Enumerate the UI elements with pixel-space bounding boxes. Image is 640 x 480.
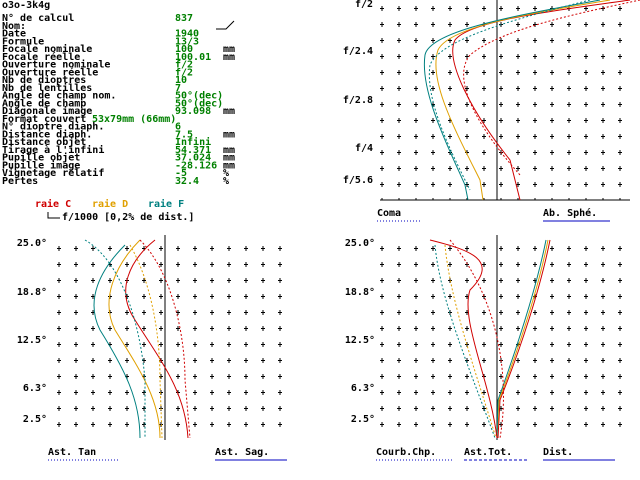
param-label: Ouverture nominale [2, 59, 110, 71]
param-value: 6 [175, 122, 181, 133]
grid [50, 235, 290, 435]
param-value: 50°(dec) [175, 91, 223, 102]
legend-scale: f/1000 [0,2% de dist.] [62, 211, 194, 223]
param-label: Angle de champ [2, 98, 86, 109]
param-value: 53x79mm (66mm) [92, 114, 176, 125]
plot-label: Dist. [543, 446, 573, 458]
param-label: Distance diaph. [2, 128, 92, 140]
param-value: -28.126 [175, 160, 217, 171]
param-value: 50°(dec) [175, 98, 223, 109]
tick-label: 6.3° [351, 383, 375, 394]
coma-curves [423, 0, 640, 201]
legend-f: raie F [148, 198, 184, 210]
param-unit: % [223, 176, 229, 187]
param-label: N° dioptre diaph. [2, 121, 104, 133]
window-title: o3o-3k4g [2, 0, 50, 11]
param-unit: % [223, 168, 229, 179]
param-value: 1940 [175, 29, 199, 40]
tick-label: f/5.6 [343, 175, 373, 186]
tick-label: 18.8° [345, 287, 375, 298]
param-label: N° de calcul [2, 13, 74, 24]
param-value: 93.098 [175, 106, 211, 117]
param-value: f/2 [175, 67, 193, 78]
param-label: Nb de dioptres [2, 74, 86, 86]
tick-label: f/4 [355, 143, 373, 154]
param-value: 32.4 [175, 176, 199, 187]
param-unit: mm [223, 160, 235, 171]
param-value: 100.01 [175, 52, 211, 63]
param-label: Tirage à l'infini [2, 144, 104, 156]
param-label: Pupille image [2, 159, 80, 171]
tick-label: 25.0° [17, 238, 47, 249]
plot-label: Ab. Sphé. [543, 207, 597, 219]
param-value: 837 [175, 13, 193, 24]
tick-label: 25.0° [345, 238, 375, 249]
tick-label: f/2 [355, 0, 373, 10]
tick-label: f/2.4 [343, 46, 373, 57]
legend-d: raie D [92, 198, 128, 210]
param-value: 7 [175, 83, 181, 94]
scale-glyph [47, 212, 60, 219]
param-label: Focale nominale [2, 43, 92, 55]
param-label: Angle de champ nom. [2, 91, 116, 102]
param-value: f/2 [175, 60, 193, 71]
plot-label: Courb.Chp. [376, 447, 436, 458]
param-label: Nom: [2, 21, 26, 32]
plot-label: Coma [377, 208, 401, 219]
tick-label: 12.5° [345, 335, 375, 346]
dist-curves [429, 239, 551, 439]
param-unit: mm [223, 145, 235, 156]
plot-label: Ast. Tan [48, 447, 96, 458]
param-value: 13/3 [175, 36, 199, 47]
tick-label: 2.5° [351, 414, 375, 425]
plot-label: Ast.Tot. [464, 447, 512, 458]
tick-label: f/2.8 [343, 95, 373, 106]
nom-glyph [216, 20, 235, 30]
params: N° de calcul 837 Nom:Date 1940 Formule 13/3 Fo… [2, 13, 235, 187]
param-value: Infini [175, 136, 211, 148]
param-unit: mm [223, 52, 235, 63]
param-value: -5 [175, 168, 187, 179]
param-value: 10 [175, 75, 187, 86]
tick-label: 2.5° [23, 414, 47, 425]
param-label: Nb de lentilles [2, 82, 92, 94]
param-unit: mm [223, 44, 235, 55]
param-label: Formule [2, 36, 44, 47]
param-label: Pupille objet [2, 152, 80, 164]
ast-curves [84, 239, 191, 439]
param-unit: mm [223, 153, 235, 164]
param-value: 100 [175, 44, 193, 55]
tick-label: 6.3° [23, 383, 47, 394]
param-label: Format couvert [2, 114, 86, 125]
param-label: Distance objet [2, 136, 86, 148]
tick-label: 18.8° [17, 287, 47, 298]
plot-label: Ast. Sag. [215, 447, 269, 458]
legend-c: raie C [35, 198, 71, 210]
tick-label: 12.5° [17, 335, 47, 346]
param-label: Vignetage relatif [2, 167, 104, 179]
param-label: Pertes [2, 176, 38, 187]
param-value: 37.024 [175, 153, 211, 164]
param-label: Diagonale image [2, 105, 92, 117]
param-value: 54.371 [175, 145, 211, 156]
param-value: 7.5 [175, 129, 193, 140]
grid [380, 0, 635, 200]
param-label: Focale réelle [2, 51, 80, 63]
param-label: Ouverture réelle [2, 66, 98, 78]
param-unit: mm [223, 106, 235, 117]
grid [380, 235, 635, 435]
param-label: Date [2, 29, 26, 40]
param-unit: mm [223, 129, 235, 140]
